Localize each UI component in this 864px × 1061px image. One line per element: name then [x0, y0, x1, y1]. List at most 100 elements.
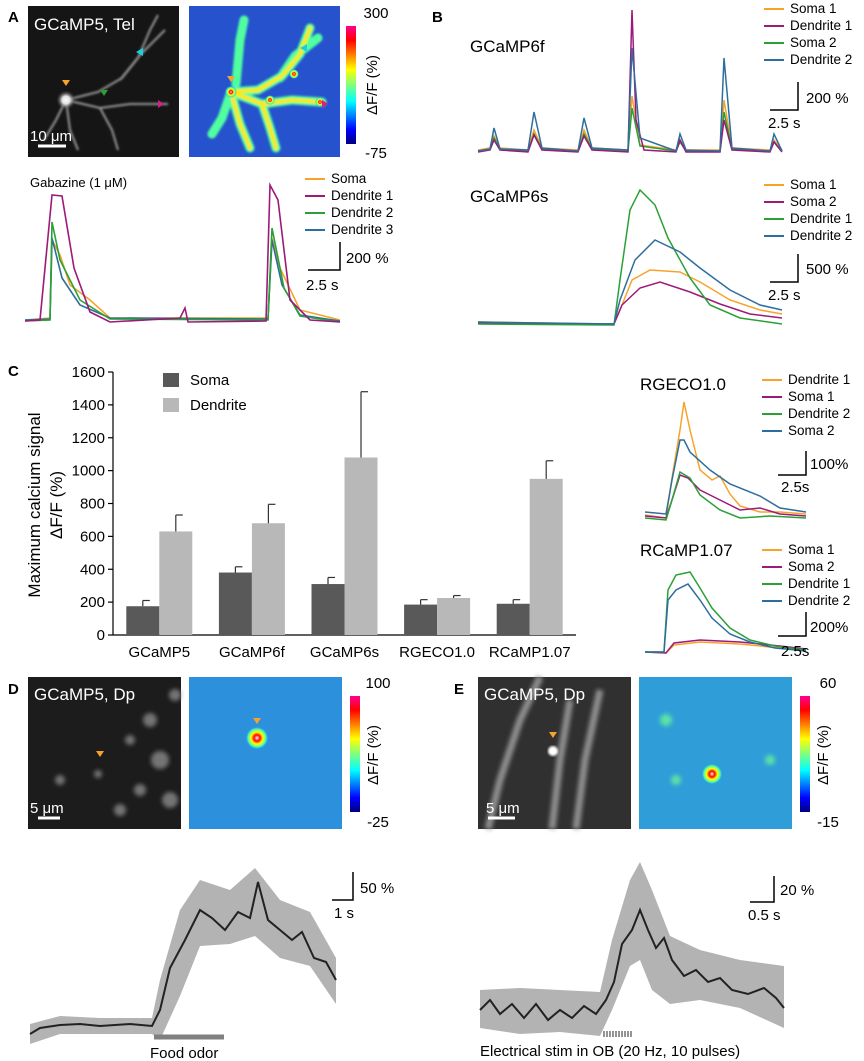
legend-entry: Dendrite 1 — [788, 372, 850, 387]
legend-entry: Dendrite 3 — [331, 222, 393, 237]
y-tick-label: 0 — [97, 627, 105, 644]
bar-soma-rcamp1.07 — [496, 603, 530, 635]
panel-b-top-scale-x: 2.5 s — [768, 115, 801, 132]
legend-entry: Dendrite 2 — [790, 52, 852, 67]
legend-entry: Dendrite 2 — [331, 205, 393, 220]
y-tick-label: 800 — [80, 496, 105, 513]
y-tick-label: 1000 — [72, 463, 105, 480]
panel-e-colorbar-label: ΔF/F (%) — [815, 725, 832, 785]
legend-swatch-soma — [163, 373, 179, 387]
panel-e-colorbar: 60 -15 ΔF/F (%) — [800, 675, 839, 831]
panel-e-stim-label: Electrical stim in OB (20 Hz, 10 pulses) — [480, 1043, 740, 1060]
x-tick-label: GCaMP6f — [219, 644, 286, 661]
y-tick-label: 1200 — [72, 430, 105, 447]
panel-a-colorbar: 300 -75 ΔF/F (%) — [346, 5, 389, 162]
x-tick-label: GCaMP5 — [128, 644, 190, 661]
panel-c-rcamp-scale-bar: 200% 2.5s — [778, 612, 848, 660]
y-axis-label-unit: ΔF/F (%) — [47, 471, 66, 539]
panel-c-rcamp-scale-x: 2.5s — [781, 643, 809, 660]
panel-a-scale-bar-label: 10 μm — [30, 128, 72, 145]
legend-entry: Dendrite 1 — [790, 211, 852, 226]
panel-c-rcamp-legend: Soma 1 Soma 2 Dendrite 1 Dendrite 2 — [762, 542, 850, 608]
legend-entry: Soma 1 — [790, 1, 837, 16]
panel-b-top-scale-y: 200 % — [806, 90, 849, 107]
panel-a-trace-dendrite-3 — [24, 237, 341, 322]
y-axis-label: Maximum calcium signal — [25, 412, 44, 597]
panel-d-scale-bar: 50 % 1 s — [332, 872, 394, 922]
panel-c-rgeco-legend: Dendrite 1 Soma 1 Dendrite 2 Soma 2 — [762, 372, 850, 438]
panel-c-rgeco-scale-bar: 100% 2.5s — [778, 451, 848, 496]
x-tick-label: GCaMP6s — [310, 644, 379, 661]
x-tick-label: RGECO1.0 — [399, 644, 475, 661]
panel-a-scale-x: 2.5 s — [306, 277, 339, 294]
legend-entry: Dendrite 2 — [790, 228, 852, 243]
panel-c-rgeco-title: RGECO1.0 — [640, 375, 726, 394]
panel-a-scale-y: 200 % — [346, 250, 389, 267]
panel-d-colorbar-label: ΔF/F (%) — [365, 725, 382, 785]
panel-d-letter: D — [8, 681, 19, 698]
panel-e-colorbar-min: -15 — [817, 814, 839, 831]
panel-b-top-traces — [477, 9, 783, 153]
bar-dendrite-rgeco1.0 — [437, 598, 471, 635]
legend-entry: Soma — [331, 171, 367, 186]
panel-d-colorbar: 100 -25 ΔF/F (%) — [350, 675, 391, 831]
panel-d-trace — [29, 868, 337, 1044]
legend-swatch-dendrite — [163, 398, 179, 412]
panel-e-scale-x: 0.5 s — [748, 907, 781, 924]
legend-entry: Soma 1 — [790, 177, 837, 192]
panel-b-top-title: GCaMP6f — [470, 37, 545, 56]
panel-c-rcamp-scale-y: 200% — [810, 619, 848, 636]
panel-c-rgeco-scale-y: 100% — [810, 456, 848, 473]
panel-b-bottom-scale-x: 2.5 s — [768, 287, 801, 304]
panel-e-trace — [479, 862, 785, 1036]
panel-e-image-label: GCaMP5, Dp — [484, 685, 585, 704]
panel-a-micrograph: 10 μm GCaMP5, Tel — [28, 6, 179, 157]
panel-e-scale-y: 20 % — [780, 882, 814, 899]
panel-a-colorbar-min: -75 — [365, 145, 387, 162]
panel-d-image-label: GCaMP5, Dp — [34, 685, 135, 704]
y-tick-label: 200 — [80, 594, 105, 611]
panel-a-heatmap — [189, 6, 340, 157]
panel-a-colorbar-max: 300 — [363, 5, 388, 22]
panel-e-heatmap — [639, 677, 792, 829]
panel-a-scale-bar: 200 % 2.5 s — [306, 242, 389, 294]
y-tick-label: 1600 — [72, 364, 105, 381]
panel-a-traces — [24, 181, 341, 323]
panel-e-scale-bar: 20 % 0.5 s — [748, 876, 814, 924]
panel-d-colorbar-max: 100 — [365, 675, 390, 692]
panel-b-bottom-title: GCaMP6s — [470, 187, 548, 206]
y-tick-label: 1400 — [72, 397, 105, 414]
panel-a-trace-soma — [24, 236, 341, 321]
bar-dendrite-rcamp1.07 — [529, 478, 563, 635]
legend-entry: Soma 2 — [790, 35, 837, 50]
y-tick-label: 400 — [80, 561, 105, 578]
panel-a-trace-label: Gabazine (1 μM) — [30, 175, 127, 190]
panel-a-trace-dendrite-1 — [24, 181, 341, 323]
panel-c-rcamp-title: RCaMP1.07 — [640, 541, 733, 560]
panel-e-colorbar-max: 60 — [820, 675, 837, 692]
panel-a-colorbar-label: ΔF/F (%) — [364, 55, 381, 115]
x-tick-label: RCaMP1.07 — [489, 644, 571, 661]
y-tick-label: 600 — [80, 528, 105, 545]
panel-b-top-scale-bar: 200 % 2.5 s — [768, 82, 849, 132]
legend-entry: Soma 2 — [788, 559, 835, 574]
panel-d-scale-y: 50 % — [360, 880, 394, 897]
bar-soma-rgeco1.0 — [404, 604, 438, 635]
panel-b-top-legend: Soma 1 Dendrite 1 Soma 2 Dendrite 2 — [764, 1, 852, 67]
panel-d-scale-x: 1 s — [334, 905, 354, 922]
panel-b-bottom-scale-y: 500 % — [806, 261, 849, 278]
panel-d-colorbar-min: -25 — [367, 814, 389, 831]
panel-d-stim-label: Food odor — [150, 1045, 218, 1061]
panel-d-scale-bar-label: 5 μm — [30, 800, 64, 817]
legend-entry: Dendrite 2 — [788, 406, 850, 421]
panel-e-scale-bar-label: 5 μm — [486, 800, 520, 817]
bar-dendrite-gcamp5 — [159, 531, 193, 635]
panel-b-letter: B — [432, 9, 443, 26]
panel-c-rcamp-traces — [644, 571, 807, 654]
panel-b-bottom-scale-bar: 500 % 2.5 s — [768, 254, 849, 304]
legend-entry-dendrite: Dendrite — [190, 397, 247, 414]
legend-entry: Dendrite 1 — [331, 188, 393, 203]
legend-entry: Soma 1 — [788, 542, 835, 557]
legend-entry: Dendrite 1 — [790, 18, 852, 33]
